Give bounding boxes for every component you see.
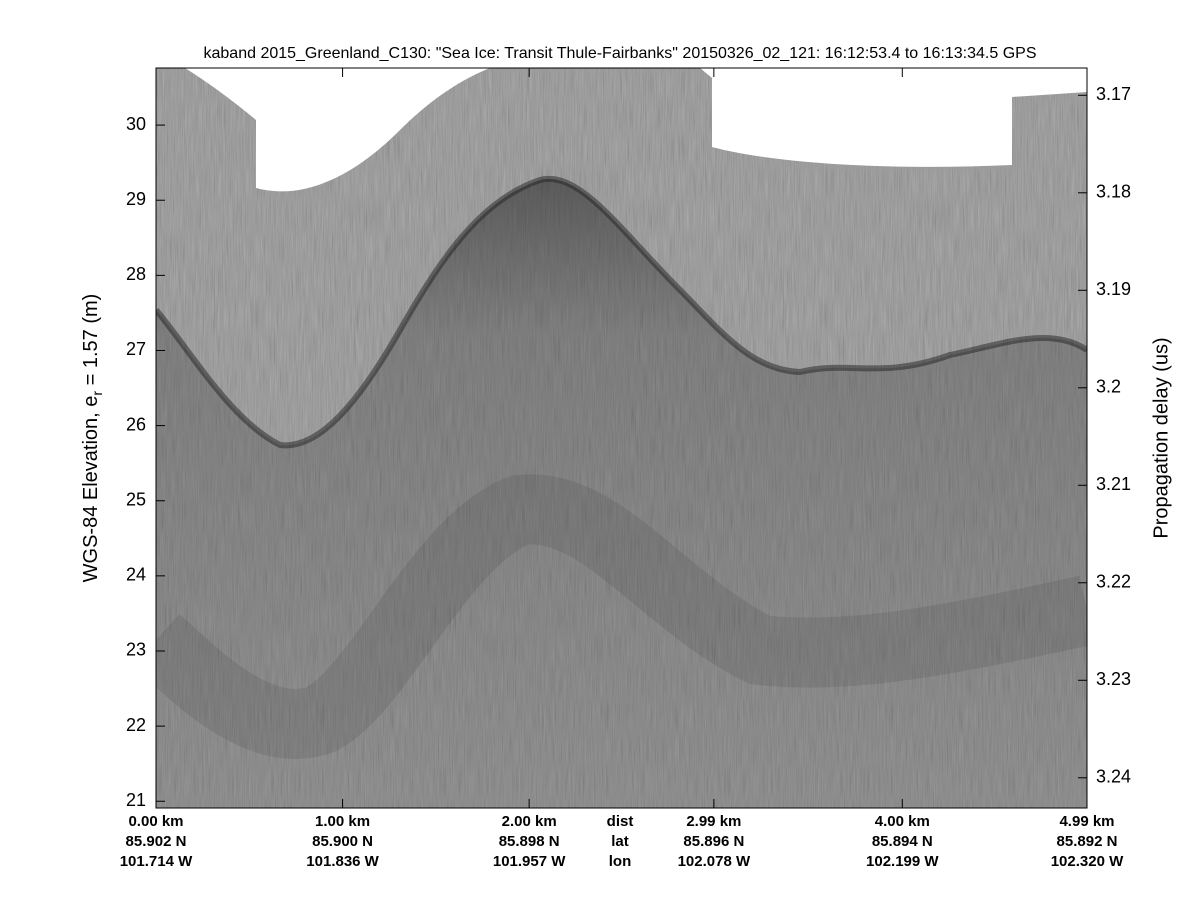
internal-layer <box>156 474 1087 759</box>
lat-label: 85.902 N <box>126 833 187 850</box>
y2-tick-label: 3.17 <box>1096 84 1131 104</box>
x-tick-label: 1.00 km <box>315 813 370 830</box>
chart-title: kaband 2015_Greenland_C130: "Sea Ice: Tr… <box>204 45 1037 62</box>
y-tick-label: 26 <box>126 414 146 434</box>
y-axis-label-text: WGS-84 Elevation, e <box>80 396 102 583</box>
x-tick-label: 4.99 km <box>1059 813 1114 830</box>
lon-label: 102.199 W <box>866 853 939 870</box>
lat-label: 85.892 N <box>1057 833 1118 850</box>
x-tick-label: 4.00 km <box>875 813 930 830</box>
y-axis-label-rest: = 1.57 (m) <box>80 294 102 391</box>
x-tick-label: 0.00 km <box>128 813 183 830</box>
row-name: dist <box>607 813 634 830</box>
plot-frame <box>155 67 1088 809</box>
lon-label: 102.320 W <box>1051 853 1124 870</box>
y-tick-label: 22 <box>126 715 146 735</box>
y-tick-label: 29 <box>126 189 146 209</box>
y2-tick-label: 3.19 <box>1096 279 1131 299</box>
y-tick-label: 28 <box>126 264 146 284</box>
x-tick-label: 2.99 km <box>686 813 741 830</box>
y-tick-label: 27 <box>126 339 146 359</box>
lat-label: 85.898 N <box>499 833 560 850</box>
y-tick-label: 25 <box>126 489 146 509</box>
echogram <box>156 68 1087 808</box>
y2-tick-label: 3.2 <box>1096 377 1121 397</box>
lon-label: 102.078 W <box>678 853 751 870</box>
y2-tick-label: 3.22 <box>1096 572 1131 592</box>
lat-label: 85.896 N <box>683 833 744 850</box>
x-tick-label: 2.00 km <box>502 813 557 830</box>
lon-label: 101.714 W <box>120 853 193 870</box>
lat-label: 85.900 N <box>312 833 373 850</box>
y2-axis-label: Propagation delay (us) <box>1150 337 1172 538</box>
y2-tick-label: 3.23 <box>1096 669 1131 689</box>
y-tick-label: 24 <box>126 565 146 585</box>
surface-return <box>156 175 1087 449</box>
y-tick-label: 21 <box>126 790 146 810</box>
y2-tick-label: 3.21 <box>1096 474 1131 494</box>
y-tick-label: 23 <box>126 640 146 660</box>
y-axis-label-subscript: r <box>89 391 105 396</box>
y2-tick-label: 3.24 <box>1096 767 1131 787</box>
lon-label: 101.836 W <box>306 853 379 870</box>
lat-label: 85.894 N <box>872 833 933 850</box>
ice-layer <box>156 178 1087 808</box>
y-tick-label: 30 <box>126 114 146 134</box>
no-data-region <box>156 68 1087 192</box>
row-name: lon <box>609 853 632 870</box>
y-axis-label: WGS-84 Elevation, er = 1.57 (m) <box>80 294 104 583</box>
y2-tick-label: 3.18 <box>1096 182 1131 202</box>
row-name: lat <box>611 833 629 850</box>
lon-label: 101.957 W <box>493 853 566 870</box>
